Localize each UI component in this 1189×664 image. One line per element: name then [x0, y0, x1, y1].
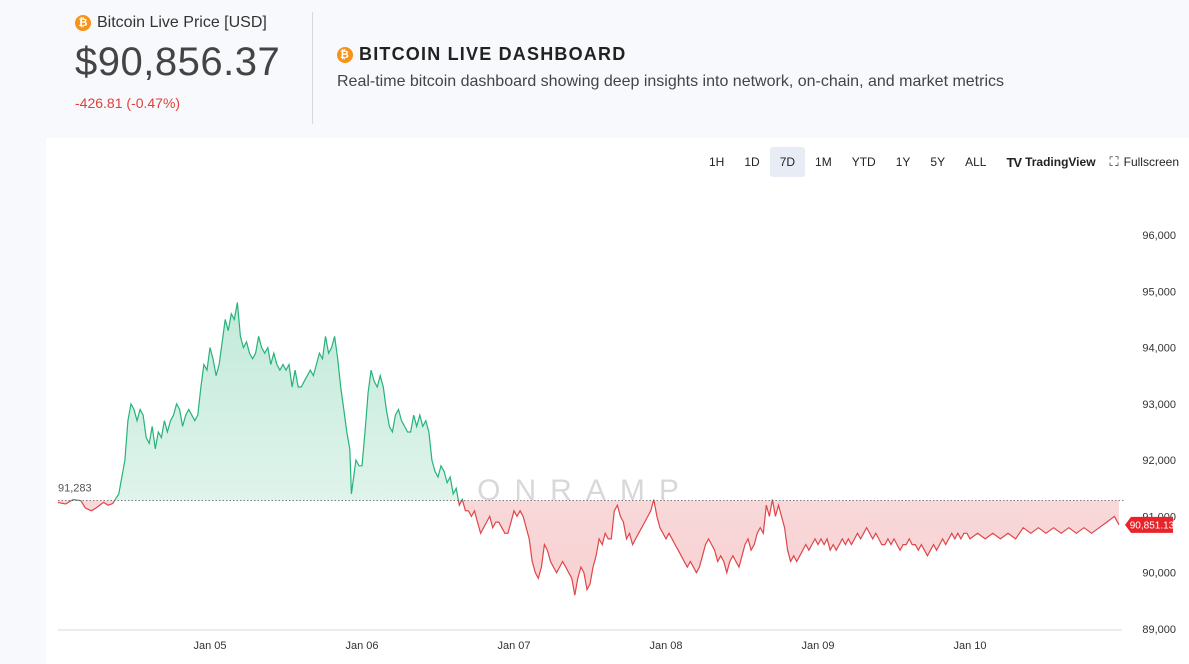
timeframe-selector: 1H 1D 7D 1M YTD 1Y 5Y ALL	[699, 147, 996, 177]
price-change: -426.81 (-0.47%)	[75, 95, 181, 111]
area-fill-below-baseline	[58, 500, 1119, 596]
dashboard-title-row: ₿ BITCOIN LIVE DASHBOARD	[337, 44, 1004, 65]
area-fill-above-baseline	[71, 302, 773, 501]
tradingview-link[interactable]: TV TradingView	[1006, 155, 1095, 170]
bitcoin-icon: ₿	[75, 15, 91, 31]
last-price-tag-bg	[1125, 516, 1173, 533]
y-tick-label: 94,000	[1142, 343, 1176, 355]
fullscreen-label: Fullscreen	[1123, 155, 1179, 169]
price-block: ₿ Bitcoin Live Price [USD] $90,856.37 -4…	[75, 14, 280, 111]
y-tick-label: 96,000	[1142, 230, 1176, 242]
x-tick-label: Jan 10	[953, 640, 986, 652]
x-tick-label: Jan 08	[649, 640, 682, 652]
timeframe-ytd-button[interactable]: YTD	[851, 155, 876, 169]
last-price-tag: 90,851.13	[1125, 516, 1175, 533]
timeframe-1y-button[interactable]: 1Y	[895, 155, 911, 169]
tradingview-label: TradingView	[1025, 155, 1096, 169]
timeframe-all-button[interactable]: ALL	[965, 155, 987, 169]
timeframe-1m-button[interactable]: 1M	[815, 155, 832, 169]
price-value: $90,856.37	[75, 40, 281, 84]
x-tick-label: Jan 06	[345, 640, 378, 652]
timeframe-5y-button[interactable]: 5Y	[930, 155, 946, 169]
chart-plot: 91,283 90,851.13	[57, 302, 1175, 596]
chart-toolbar: 1H 1D 7D 1M YTD 1Y 5Y ALL TV TradingView ⛶ Full…	[699, 146, 1179, 178]
x-tick-label: Jan 07	[497, 640, 530, 652]
dashboard-block: ₿ BITCOIN LIVE DASHBOARD Real-time bitco…	[337, 44, 1004, 91]
y-tick-label: 92,000	[1142, 455, 1176, 467]
timeframe-7d-button[interactable]: 7D	[769, 147, 806, 177]
bitcoin-icon: ₿	[337, 46, 353, 63]
page-header: ₿ Bitcoin Live Price [USD] $90,856.37 -4…	[0, 0, 1189, 135]
y-tick-label: 90,000	[1142, 568, 1176, 580]
timeframe-1d-button[interactable]: 1D	[744, 155, 760, 169]
last-price-label: 90,851.13	[1130, 520, 1175, 531]
baseline-label: 91,283	[58, 482, 92, 494]
timeframe-1h-button[interactable]: 1H	[709, 155, 725, 169]
price-line-above-baseline	[70, 302, 774, 501]
tradingview-logo-icon: TV	[1006, 154, 1022, 170]
y-tick-label: 95,000	[1142, 286, 1176, 298]
price-line-below-baseline	[57, 500, 1120, 596]
price-label: Bitcoin Live Price [USD]	[97, 14, 267, 31]
dashboard-subtitle: Real-time bitcoin dashboard showing deep…	[337, 73, 1005, 90]
fullscreen-button[interactable]: ⛶ Fullscreen	[1110, 154, 1179, 170]
expand-icon: ⛶	[1109, 154, 1119, 169]
x-tick-label: Jan 05	[193, 640, 226, 652]
dashboard-title: BITCOIN LIVE DASHBOARD	[359, 44, 627, 64]
x-tick-label: Jan 09	[801, 640, 834, 652]
y-tick-label: 93,000	[1142, 399, 1176, 411]
y-tick-label: 89,000	[1142, 624, 1176, 636]
price-label-row: ₿ Bitcoin Live Price [USD]	[75, 14, 280, 32]
header-divider	[312, 12, 313, 124]
